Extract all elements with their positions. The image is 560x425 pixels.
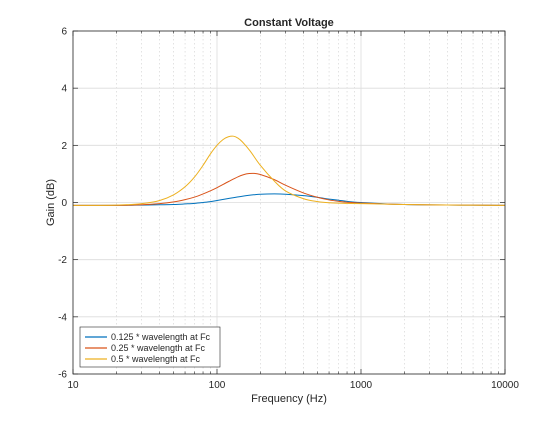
series-line-2 bbox=[72, 172, 506, 206]
legend-label-1: 0.125 * wavelength at Fc bbox=[111, 332, 211, 342]
y-tick-label: -4 bbox=[58, 312, 67, 323]
y-tick-label: -6 bbox=[58, 370, 67, 381]
y-axis-label: Gain (dB) bbox=[45, 179, 57, 226]
legend-label-2: 0.25 * wavelength at Fc bbox=[111, 343, 206, 353]
x-tick-label: 10000 bbox=[491, 380, 519, 391]
chart-title: Constant Voltage bbox=[244, 17, 334, 29]
y-tick-label: 0 bbox=[61, 198, 67, 209]
series-layer bbox=[72, 135, 506, 206]
y-tick-label: -2 bbox=[58, 255, 67, 266]
x-axis-label: Frequency (Hz) bbox=[251, 393, 327, 405]
y-tick-label: 6 bbox=[61, 27, 67, 38]
x-tick-label: 10 bbox=[67, 380, 79, 391]
x-tick-label: 1000 bbox=[350, 380, 373, 391]
tick-marks bbox=[72, 30, 506, 375]
legend-box bbox=[79, 326, 221, 368]
y-tick-label: 2 bbox=[61, 141, 67, 152]
tick-labels: 10 100 1000 10000 -6 -4 -2 0 2 4 6 bbox=[58, 27, 519, 392]
series-line-1 bbox=[72, 193, 506, 206]
legend-label-3: 0.5 * wavelength at Fc bbox=[111, 354, 201, 364]
series-line-3 bbox=[72, 135, 506, 206]
y-tick-label: 4 bbox=[61, 84, 67, 95]
x-tick-label: 100 bbox=[209, 380, 226, 391]
legend: 0.125 * wavelength at Fc0.25 * wavelengt… bbox=[79, 326, 221, 368]
